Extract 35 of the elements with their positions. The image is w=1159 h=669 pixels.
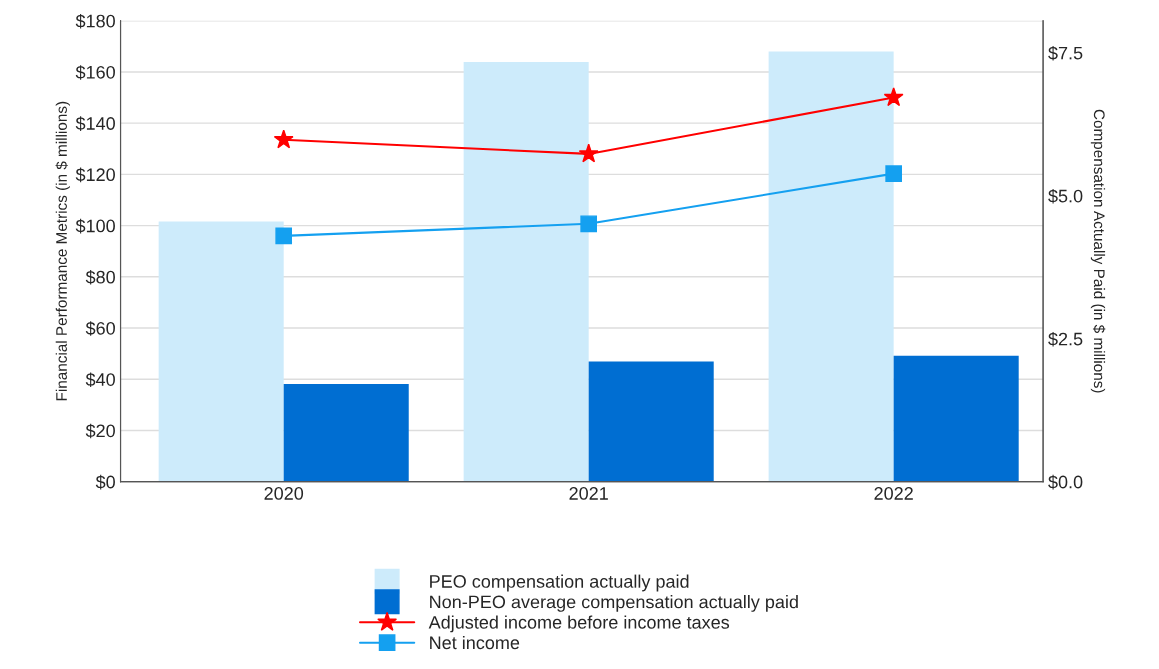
y-tick-label: $100 <box>75 218 115 234</box>
y2-tick-label: $2.5 <box>1048 331 1083 347</box>
point <box>578 143 599 163</box>
y-axis-title: Financial Performance Metrics (in $ millions) <box>55 101 70 401</box>
legend-label: Net income <box>430 635 520 650</box>
bar <box>463 61 589 482</box>
point <box>883 87 904 107</box>
y-tick-label: $20 <box>85 423 115 439</box>
y-tick-label: $120 <box>75 167 115 183</box>
y2-tick-label: $0.0 <box>1048 474 1083 490</box>
bar <box>283 383 409 482</box>
legend-label: Non-PEO average compensation actually paid <box>430 595 798 612</box>
y-tick-label: $0 <box>95 474 115 490</box>
point <box>885 165 902 182</box>
point <box>275 227 293 245</box>
legend-label: Adjusted income before income taxes <box>428 615 730 633</box>
x-tick-label: 2021 <box>569 487 608 500</box>
point <box>580 215 598 233</box>
y-tick-label: $40 <box>85 372 115 388</box>
y2-tick-label: $7.5 <box>1048 45 1083 61</box>
legend-label: PEO compensation actually paid <box>430 574 689 592</box>
bar <box>768 51 894 482</box>
y-tick-label: $180 <box>75 13 115 29</box>
x-tick-label: 2020 <box>264 487 304 500</box>
y-tick-label: $160 <box>75 65 115 80</box>
bar <box>893 355 1019 482</box>
y-tick-label: $60 <box>85 321 115 336</box>
y-tick-label: $80 <box>85 269 115 285</box>
bar <box>588 361 714 482</box>
point <box>273 129 294 149</box>
y2-axis-title: Compensation Actually Paid (in $ millions) <box>1090 109 1106 393</box>
y2-tick-label: $5.0 <box>1048 188 1083 204</box>
x-tick-label: 2022 <box>874 487 913 500</box>
y-tick-label: $140 <box>75 116 115 131</box>
bar <box>158 221 284 482</box>
